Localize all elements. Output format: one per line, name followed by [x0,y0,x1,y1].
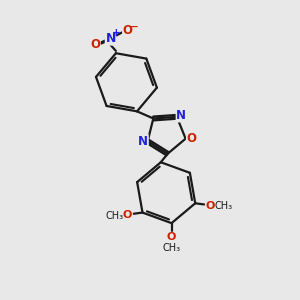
Text: O: O [167,232,176,242]
Text: CH₃: CH₃ [214,201,232,211]
Text: O: O [90,38,100,51]
Text: CH₃: CH₃ [163,243,181,253]
Text: O: O [122,210,132,220]
Text: O: O [123,24,133,37]
Text: N: N [105,32,116,45]
Text: CH₃: CH₃ [105,211,123,220]
Text: −: − [130,22,139,32]
Text: +: + [112,28,121,38]
Text: O: O [187,132,196,145]
Text: O: O [206,201,215,211]
Text: N: N [138,135,148,148]
Text: N: N [176,109,186,122]
